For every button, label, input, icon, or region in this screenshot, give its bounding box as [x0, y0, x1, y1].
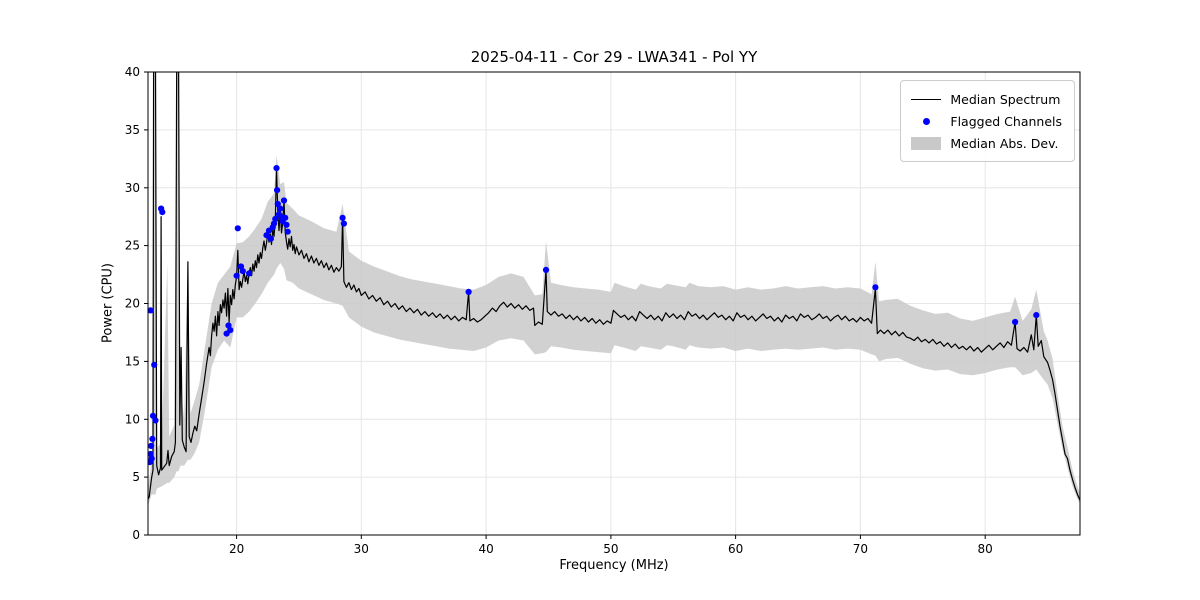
legend-label-median-spectrum: Median Spectrum	[950, 91, 1061, 107]
median-abs-dev-patch-sample	[911, 136, 942, 150]
svg-text:30: 30	[125, 181, 140, 195]
svg-text:30: 30	[354, 542, 369, 556]
svg-text:80: 80	[978, 542, 993, 556]
legend-item-median-abs-dev: Median Abs. Dev.	[911, 132, 1062, 154]
svg-text:5: 5	[132, 470, 140, 484]
legend-label-median-abs-dev: Median Abs. Dev.	[950, 135, 1059, 151]
legend-label-flagged-channels: Flagged Channels	[950, 113, 1062, 129]
x-axis-label: Frequency (MHz)	[559, 558, 669, 573]
svg-text:20: 20	[125, 297, 140, 311]
svg-text:50: 50	[603, 542, 618, 556]
svg-text:40: 40	[125, 65, 140, 79]
svg-text:0: 0	[132, 528, 140, 542]
y-axis-label: Power (CPU)	[100, 262, 116, 344]
legend-item-median-spectrum: Median Spectrum	[911, 88, 1062, 110]
svg-text:35: 35	[125, 123, 140, 137]
legend: Median Spectrum Flagged Channels Median …	[900, 80, 1075, 162]
legend-item-flagged-channels: Flagged Channels	[911, 110, 1062, 132]
median-spectrum-line-sample	[911, 98, 942, 100]
svg-text:15: 15	[125, 354, 140, 368]
chart-title: 2025-04-11 - Cor 29 - LWA341 - Pol YY	[470, 48, 758, 66]
flagged-channels-dot-sample	[911, 117, 941, 125]
svg-text:10: 10	[125, 412, 140, 426]
svg-text:60: 60	[728, 542, 743, 556]
svg-text:20: 20	[229, 542, 244, 556]
svg-text:40: 40	[478, 542, 493, 556]
svg-text:25: 25	[125, 239, 140, 253]
svg-text:70: 70	[853, 542, 868, 556]
